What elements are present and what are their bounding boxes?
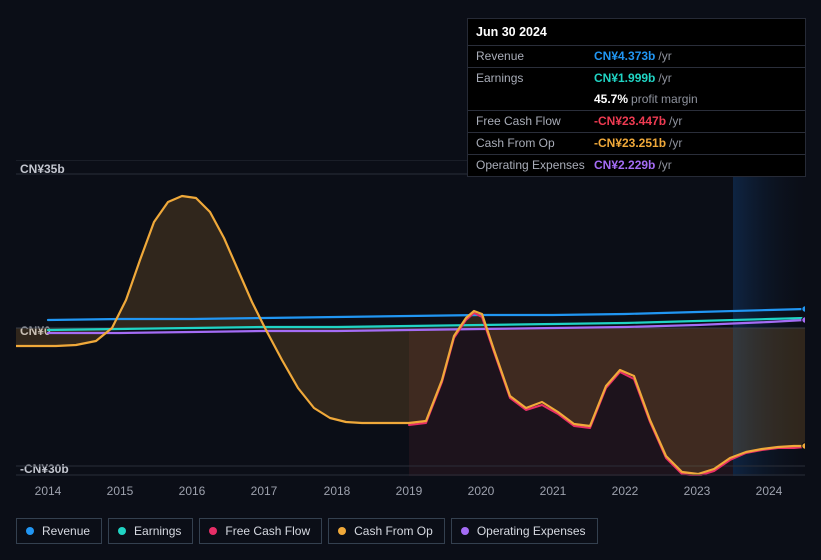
- legend-item-label: Free Cash Flow: [225, 524, 310, 538]
- tooltip-row: RevenueCN¥4.373b/yr: [468, 45, 805, 67]
- legend-dot-icon: [118, 527, 126, 535]
- tooltip-row: 45.7%profit margin: [468, 89, 805, 110]
- x-axis-tick: 2024: [756, 484, 783, 498]
- legend-item-label: Operating Expenses: [477, 524, 586, 538]
- tooltip-row-value: -CN¥23.251b/yr: [594, 136, 682, 151]
- x-axis-tick: 2018: [324, 484, 351, 498]
- x-axis-tick: 2019: [396, 484, 423, 498]
- x-axis-tick: 2021: [540, 484, 567, 498]
- legend-dot-icon: [461, 527, 469, 535]
- legend-item-free-cash-flow[interactable]: Free Cash Flow: [199, 518, 322, 544]
- x-axis-tick: 2023: [684, 484, 711, 498]
- tooltip-row-value: 45.7%profit margin: [594, 92, 698, 107]
- legend-item-label: Cash From Op: [354, 524, 433, 538]
- chart-plot: [16, 160, 805, 476]
- legend-item-cash-from-op[interactable]: Cash From Op: [328, 518, 445, 544]
- tooltip-row: EarningsCN¥1.999b/yr: [468, 67, 805, 89]
- x-axis-tick: 2017: [251, 484, 278, 498]
- legend-item-operating-expenses[interactable]: Operating Expenses: [451, 518, 598, 544]
- legend-item-label: Revenue: [42, 524, 90, 538]
- legend-item-earnings[interactable]: Earnings: [108, 518, 193, 544]
- tooltip-row: Free Cash Flow-CN¥23.447b/yr: [468, 110, 805, 132]
- tooltip-row-value: CN¥4.373b/yr: [594, 49, 672, 64]
- x-axis-tick: 2022: [612, 484, 639, 498]
- tooltip-row-value: -CN¥23.447b/yr: [594, 114, 682, 129]
- x-axis-tick: 2020: [468, 484, 495, 498]
- x-axis-tick: 2016: [179, 484, 206, 498]
- tooltip-row-label: [476, 92, 594, 107]
- legend-dot-icon: [26, 527, 34, 535]
- tooltip-date: Jun 30 2024: [468, 19, 805, 45]
- tooltip-row: Operating ExpensesCN¥2.229b/yr: [468, 154, 805, 176]
- tooltip-row-label: Earnings: [476, 71, 594, 86]
- tooltip-row-label: Free Cash Flow: [476, 114, 594, 129]
- legend-item-label: Earnings: [134, 524, 181, 538]
- x-axis-tick: 2014: [35, 484, 62, 498]
- legend-item-revenue[interactable]: Revenue: [16, 518, 102, 544]
- tooltip-row-value: CN¥2.229b/yr: [594, 158, 672, 173]
- chart-tooltip: Jun 30 2024 RevenueCN¥4.373b/yrEarningsC…: [467, 18, 806, 177]
- tooltip-row-value: CN¥1.999b/yr: [594, 71, 672, 86]
- tooltip-row-label: Cash From Op: [476, 136, 594, 151]
- tooltip-row: Cash From Op-CN¥23.251b/yr: [468, 132, 805, 154]
- tooltip-row-label: Revenue: [476, 49, 594, 64]
- tooltip-row-label: Operating Expenses: [476, 158, 594, 173]
- legend-dot-icon: [209, 527, 217, 535]
- x-axis: 2014 2015 2016 2017 2018 2019 2020 2021 2022 2023…: [16, 484, 805, 502]
- chart-legend: Revenue Earnings Free Cash Flow Cash From O…: [16, 518, 598, 544]
- x-axis-tick: 2015: [107, 484, 134, 498]
- legend-dot-icon: [338, 527, 346, 535]
